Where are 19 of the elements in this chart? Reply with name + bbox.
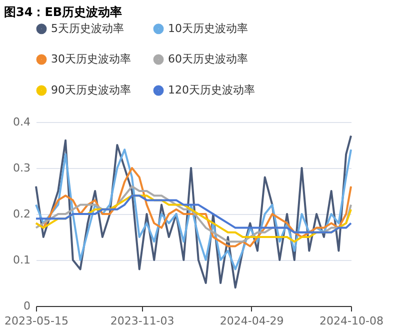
x-tick-label: 2023-05-15	[4, 314, 68, 328]
y-tick-label: 0.1	[13, 254, 30, 266]
y-tick-label: 0.2	[13, 208, 30, 220]
line-series	[35, 134, 352, 289]
chart-title: 图34：EB历史波动率	[4, 5, 122, 19]
x-tick-label: 2024-10-08	[320, 314, 384, 328]
legend-label: 60天历史波动率	[168, 52, 248, 66]
y-tick-label: 0.3	[13, 162, 30, 174]
legend-label: 30天历史波动率	[51, 52, 131, 66]
legend-label: 120天历史波动率	[168, 84, 255, 96]
y-tick-label: 0.4	[13, 116, 30, 128]
line-series	[35, 194, 352, 234]
legend-label: 5天历史波动率	[51, 22, 124, 35]
legend-label: 10天历史波动率	[168, 22, 248, 35]
y-tick-label: 0	[24, 300, 30, 312]
x-tick-label: 2024-04-29	[220, 314, 284, 328]
legend-label: 90天历史波动率	[51, 84, 131, 96]
x-tick-label: 2023-11-03	[110, 314, 174, 328]
line-series	[35, 148, 352, 270]
